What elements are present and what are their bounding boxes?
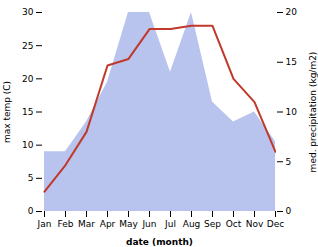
- svg-text:Jan: Jan: [37, 219, 52, 229]
- svg-text:5: 5: [286, 157, 292, 167]
- svg-text:max temp (C): max temp (C): [2, 81, 12, 143]
- svg-text:Aug: Aug: [183, 219, 201, 229]
- svg-text:0: 0: [28, 206, 34, 216]
- svg-text:15: 15: [22, 107, 33, 117]
- svg-text:Mar: Mar: [78, 219, 95, 229]
- svg-text:5: 5: [28, 173, 34, 183]
- svg-text:15: 15: [286, 57, 297, 67]
- svg-text:Oct: Oct: [226, 219, 242, 229]
- svg-text:Apr: Apr: [100, 219, 116, 229]
- svg-text:10: 10: [286, 107, 298, 117]
- svg-text:date (month): date (month): [126, 237, 193, 247]
- svg-text:10: 10: [22, 140, 34, 150]
- svg-text:Feb: Feb: [58, 219, 74, 229]
- svg-text:Jun: Jun: [141, 219, 156, 229]
- svg-text:25: 25: [22, 41, 33, 51]
- svg-text:May: May: [119, 219, 138, 229]
- svg-text:Nov: Nov: [246, 219, 264, 229]
- svg-text:20: 20: [286, 7, 298, 17]
- svg-text:20: 20: [22, 74, 34, 84]
- svg-text:Dec: Dec: [267, 219, 284, 229]
- svg-text:med. precipitation (kg/m2): med. precipitation (kg/m2): [308, 52, 318, 173]
- svg-text:Jul: Jul: [164, 219, 176, 229]
- svg-text:0: 0: [286, 206, 292, 216]
- svg-text:30: 30: [22, 7, 34, 17]
- svg-text:Sep: Sep: [204, 219, 221, 229]
